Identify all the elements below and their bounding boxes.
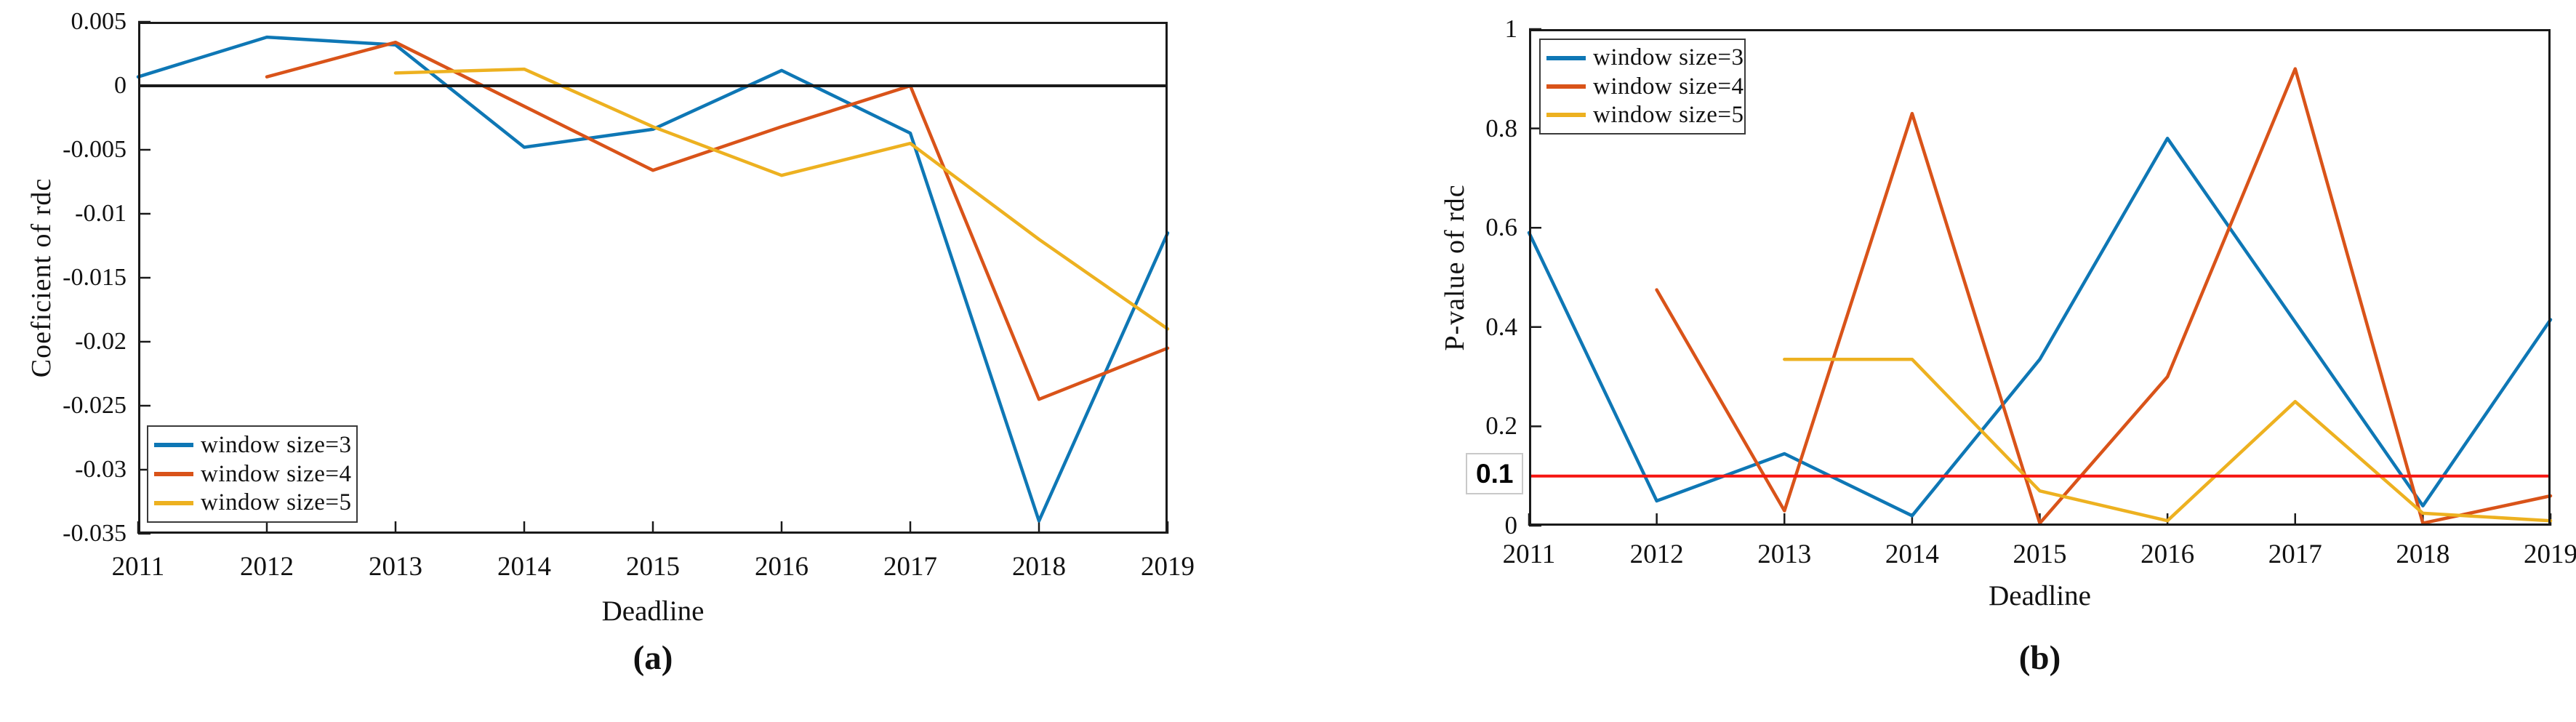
legend-item: window size=3 — [154, 431, 352, 459]
x-tick-label: 2016 — [2140, 540, 2195, 569]
legend-item-label: window size=4 — [201, 460, 352, 487]
legend-item: window size=5 — [1546, 102, 1744, 129]
legend-item: window size=4 — [154, 460, 352, 488]
x-tick-label: 2018 — [2396, 540, 2450, 569]
x-tick-label: 2018 — [1012, 552, 1066, 582]
y-tick-label: 0.2 — [1485, 412, 1517, 441]
y-tick-label: -0.02 — [75, 328, 127, 355]
chart-a-x-axis-label: Deadline — [601, 595, 705, 627]
chart-b-caption: (b) — [2018, 639, 2061, 677]
chart-b-plot-area: window size=3 window size=4 window size=5 — [1527, 28, 2553, 527]
legend-line-swatch — [1546, 55, 1586, 60]
x-tick-label: 2015 — [2013, 540, 2067, 569]
x-tick-label: 2012 — [1629, 540, 1684, 569]
legend-item-label: window size=5 — [1593, 101, 1744, 128]
y-tick-label: -0.03 — [75, 456, 127, 483]
x-tick-label: 2015 — [626, 552, 680, 582]
x-tick-label: 2014 — [1885, 540, 1939, 569]
legend-item-label: window size=3 — [1593, 44, 1744, 71]
x-tick-label: 2013 — [1757, 540, 1812, 569]
legend-line-swatch — [1546, 84, 1586, 89]
plot-border — [138, 22, 1168, 534]
series-line-window-size-4 — [1655, 67, 2553, 525]
chart-a-svg — [136, 20, 1170, 535]
x-tick-label: 2011 — [111, 552, 165, 582]
x-tick-label: 2012 — [240, 552, 294, 582]
x-tick-label: 2019 — [1141, 552, 1195, 582]
chart-b-x-axis-label: Deadline — [1989, 580, 2091, 611]
y-tick-label: 0.8 — [1485, 113, 1517, 143]
y-tick-label: -0.01 — [75, 200, 127, 227]
y-tick-label: -0.015 — [63, 264, 127, 291]
y-tick-label: 0.4 — [1485, 312, 1517, 341]
x-tick-label: 2011 — [1502, 540, 1556, 569]
chart-a-caption: (a) — [633, 639, 673, 677]
legend-line-swatch — [154, 500, 193, 505]
series-line-window-size-5 — [393, 67, 1170, 331]
chart-b-y-axis-label: P-value of rdc — [1440, 184, 1470, 351]
x-tick-label: 2019 — [2524, 540, 2576, 569]
y-tick-label: 0 — [1504, 511, 1518, 540]
x-tick-label: 2014 — [497, 552, 551, 582]
series-line-window-size-3 — [136, 35, 1170, 523]
legend-line-swatch — [1546, 113, 1586, 118]
chart-a-y-axis-label: Coeficient of rdc — [26, 177, 57, 378]
legend-line-swatch — [154, 472, 193, 476]
y-tick-label: 0 — [114, 72, 127, 99]
x-tick-label: 2013 — [369, 552, 422, 582]
legend-item: window size=3 — [1546, 44, 1744, 71]
legend-item-label: window size=3 — [201, 431, 352, 458]
y-tick-label: -0.025 — [63, 392, 127, 419]
significance-level-annotation: 0.1 — [1466, 452, 1524, 494]
y-tick-label: -0.035 — [63, 520, 127, 547]
chart-b-svg — [1527, 28, 2553, 527]
plot-border — [1529, 29, 2551, 526]
legend-item: window size=4 — [1546, 73, 1744, 100]
legend-item: window size=5 — [154, 489, 352, 516]
legend-item-label: window size=5 — [201, 489, 352, 516]
series-line-window-size-4 — [265, 40, 1170, 401]
legend-a: window size=3 window size=4 window size=5 — [147, 425, 358, 523]
series-line-window-size-3 — [1527, 137, 2553, 518]
legend-item-label: window size=4 — [1593, 73, 1744, 100]
x-tick-label: 2017 — [2268, 540, 2322, 569]
legend-line-swatch — [154, 443, 193, 448]
series-line-window-size-5 — [1783, 357, 2553, 523]
y-tick-label: -0.005 — [63, 136, 127, 163]
x-tick-label: 2016 — [755, 552, 808, 582]
y-tick-label: 1 — [1504, 15, 1518, 43]
chart-a-plot-area: window size=3 window size=4 window size=5 — [136, 20, 1170, 535]
y-tick-label: 0.6 — [1485, 213, 1517, 242]
legend-b: window size=3 window size=4 window size=5 — [1539, 39, 1746, 135]
x-tick-label: 2017 — [883, 552, 937, 582]
y-tick-label: 0.005 — [71, 8, 127, 35]
